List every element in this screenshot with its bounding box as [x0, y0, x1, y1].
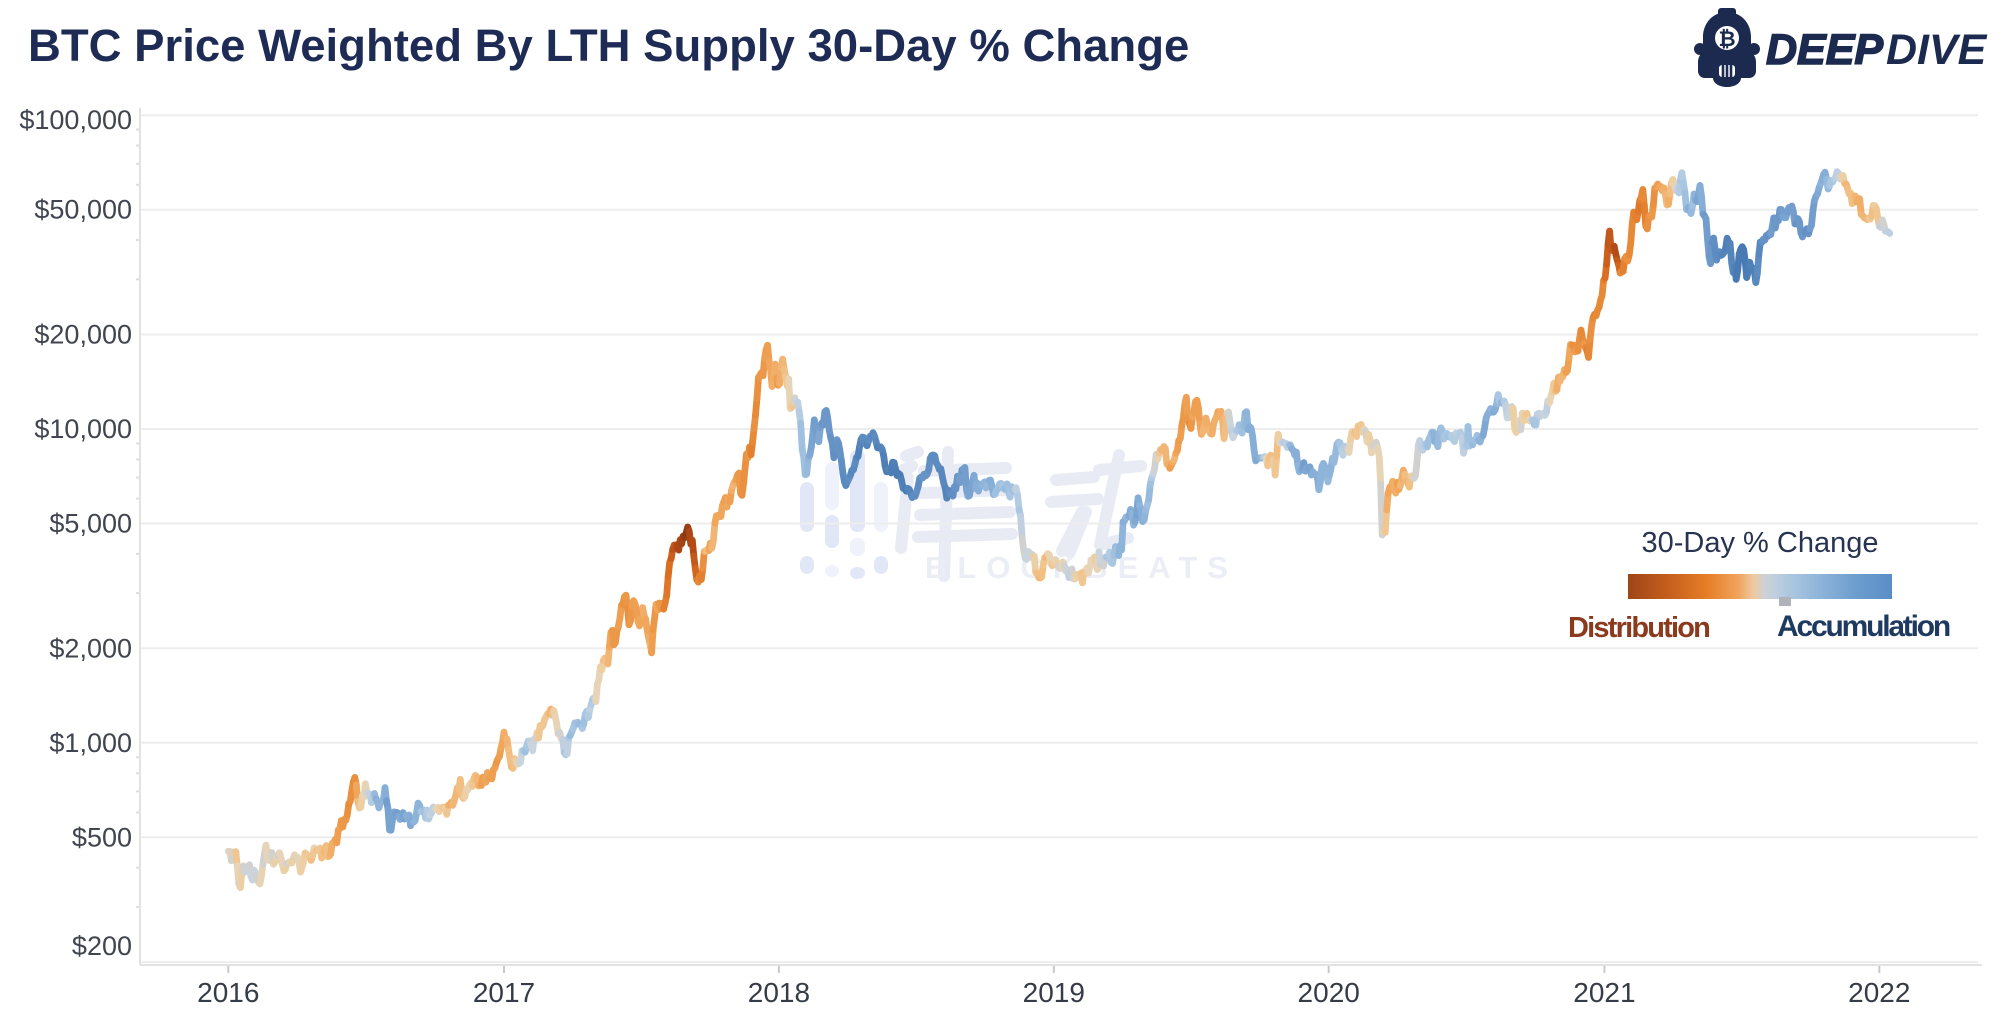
svg-text:2022: 2022 — [1848, 977, 1910, 1008]
svg-text:$200: $200 — [72, 931, 132, 961]
svg-text:DIVE: DIVE — [1886, 26, 1988, 74]
svg-text:$5,000: $5,000 — [49, 509, 132, 539]
svg-text:2019: 2019 — [1023, 977, 1085, 1008]
svg-text:Distribution: Distribution — [1568, 612, 1709, 644]
svg-text:$1,000: $1,000 — [49, 728, 132, 758]
svg-text:$20,000: $20,000 — [34, 320, 132, 350]
svg-text:$2,000: $2,000 — [49, 633, 132, 663]
svg-text:2021: 2021 — [1573, 977, 1635, 1008]
svg-text:₿: ₿ — [1718, 28, 1735, 51]
svg-text:Accumulation: Accumulation — [1777, 610, 1950, 643]
svg-text:2016: 2016 — [197, 977, 259, 1008]
svg-text:$500: $500 — [72, 822, 132, 852]
svg-text:$100,000: $100,000 — [19, 105, 132, 135]
svg-text:DEEP: DEEP — [1766, 26, 1883, 74]
svg-text:2020: 2020 — [1298, 977, 1360, 1008]
svg-text:2017: 2017 — [473, 977, 535, 1008]
svg-text:BTC Price Weighted By LTH Supp: BTC Price Weighted By LTH Supply 30-Day … — [28, 20, 1189, 71]
svg-text:$50,000: $50,000 — [34, 195, 132, 225]
svg-text:$10,000: $10,000 — [34, 414, 132, 444]
svg-text:30-Day % Change: 30-Day % Change — [1642, 527, 1879, 559]
svg-text:2018: 2018 — [748, 977, 810, 1008]
